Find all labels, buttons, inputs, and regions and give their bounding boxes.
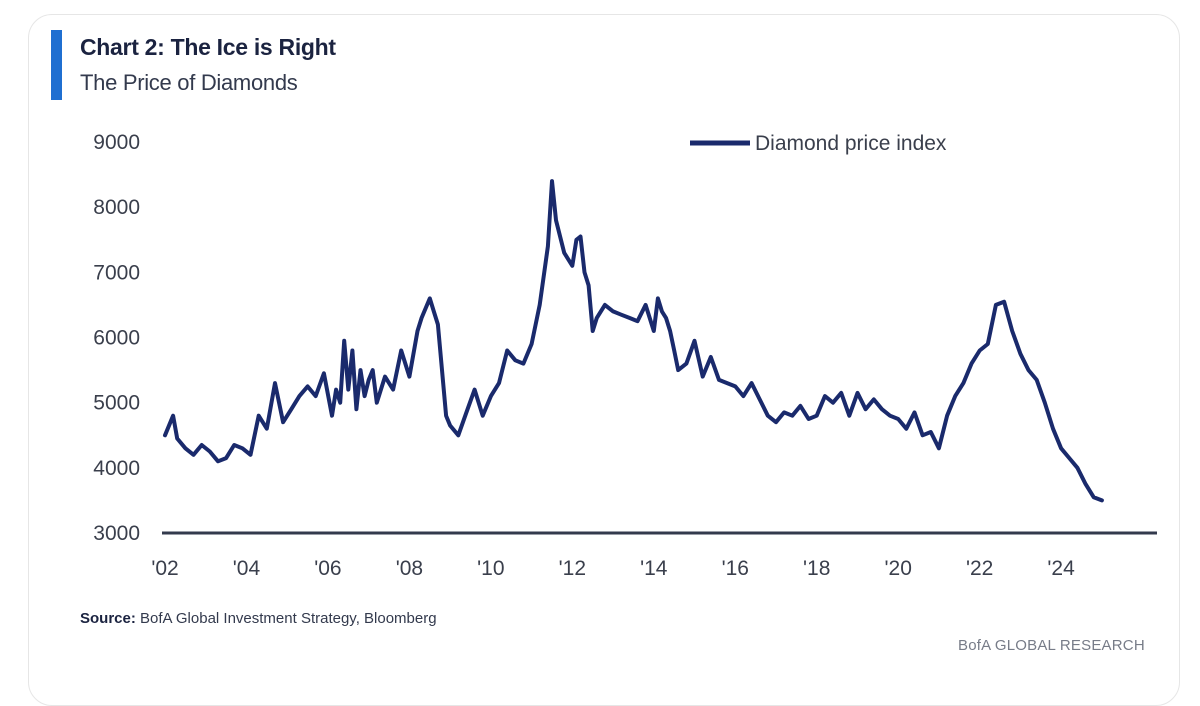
x-tick-label: '24 <box>1047 557 1075 580</box>
x-tick-label: '04 <box>233 557 261 580</box>
x-tick-label: '08 <box>396 557 423 580</box>
y-tick-label: 5000 <box>93 392 140 415</box>
brand-watermark: BofA GLOBAL RESEARCH <box>958 637 1145 654</box>
y-tick-label: 9000 <box>93 131 140 154</box>
x-tick-label: '22 <box>966 557 993 580</box>
source-label: Source: <box>80 610 136 627</box>
series-layer <box>163 179 1104 503</box>
source-note: Source: BofA Global Investment Strategy,… <box>80 610 437 627</box>
x-tick-label: '02 <box>151 557 178 580</box>
y-axis-ticks: 3000 4000 5000 6000 7000 8000 9000 <box>93 131 140 545</box>
x-tick-label: '20 <box>885 557 912 580</box>
x-tick-label: '16 <box>722 557 749 580</box>
y-tick-label: 3000 <box>93 522 140 545</box>
x-tick-label: '14 <box>640 557 668 580</box>
y-tick-label: 7000 <box>93 261 140 284</box>
y-tick-label: 8000 <box>93 196 140 219</box>
legend-label: Diamond price index <box>755 132 947 155</box>
series-line-diamond-price-index <box>163 179 1104 503</box>
chart-card <box>28 14 1180 706</box>
y-tick-label: 6000 <box>93 327 140 350</box>
x-tick-label: '12 <box>559 557 586 580</box>
x-axis-ticks: '02 '04 '06 '08 '10 '12 '14 '16 '18 '20 '22 '24 <box>151 557 1075 580</box>
legend: Diamond price index <box>690 132 947 155</box>
source-text: BofA Global Investment Strategy, Bloombe… <box>135 610 437 627</box>
chart-subtitle: The Price of Diamonds <box>80 70 298 95</box>
x-tick-label: '06 <box>314 557 341 580</box>
y-tick-label: 4000 <box>93 457 140 480</box>
x-tick-label: '10 <box>477 557 504 580</box>
x-tick-label: '18 <box>803 557 830 580</box>
accent-bar <box>51 30 62 100</box>
chart-title: Chart 2: The Ice is Right <box>80 34 336 60</box>
